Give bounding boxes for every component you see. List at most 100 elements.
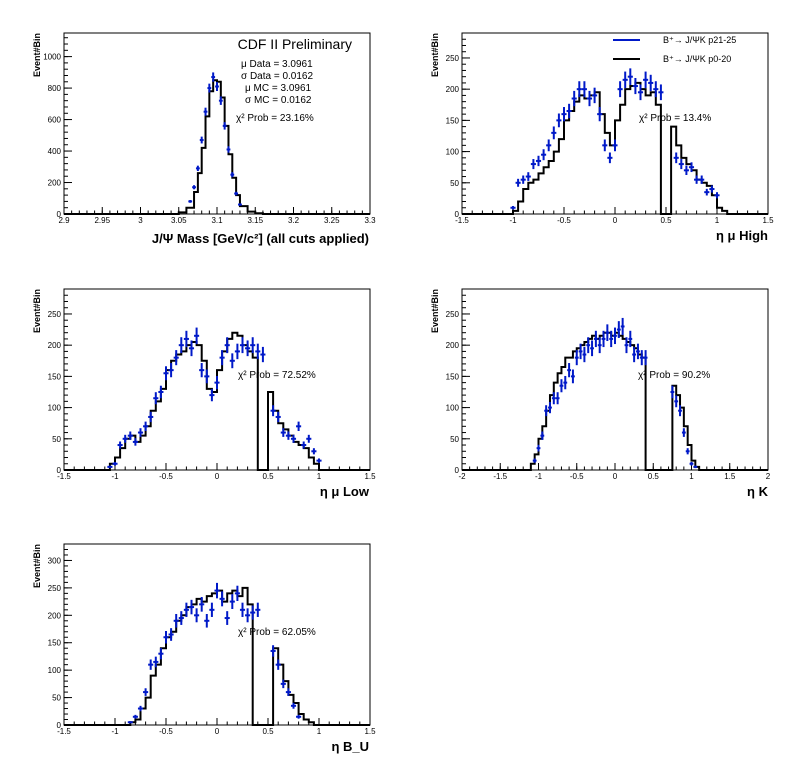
x-tick-label: -1 — [509, 216, 517, 225]
x-tick-label: 1 — [317, 727, 322, 736]
legend-label: B⁺→ J/ΨK p21-25 — [663, 35, 736, 45]
chart-eta-bu: -1.5 -1 -0.5 0 0.5 1 1.5 0 50 100 150 200 250 300 Even… — [32, 543, 376, 754]
x-tick-label: 1 — [689, 472, 694, 481]
x-tick-label: 0.5 — [648, 472, 660, 481]
y-tick-label: 100 — [48, 404, 62, 413]
plot-frame — [63, 32, 371, 215]
y-tick-label: 200 — [446, 85, 460, 94]
y-tick-label: 200 — [48, 179, 62, 188]
annotation-line: χ² Prob = 90.2% — [638, 370, 710, 381]
y-tick-label: 0 — [455, 466, 460, 475]
x-tick-label: -2 — [458, 472, 466, 481]
mc-histogram-line — [462, 81, 768, 215]
x-axis-label: η K — [747, 484, 769, 499]
x-axis-label: J/Ψ Mass [GeV/c²] (all cuts applied) — [152, 231, 369, 246]
y-tick-label: 150 — [48, 372, 62, 381]
y-tick-label: 50 — [52, 435, 61, 444]
y-tick-label: 0 — [57, 721, 62, 730]
x-tick-label: 3.25 — [324, 216, 340, 225]
x-tick-label: 3.1 — [211, 216, 223, 225]
y-axis-label: Event#Bin — [32, 544, 42, 588]
mc-histogram-line — [64, 79, 370, 215]
mc-histogram-line — [462, 331, 768, 471]
annotation-line: χ² Prob = 62.05% — [238, 627, 316, 638]
x-tick-label: 0 — [613, 216, 618, 225]
y-tick-label: 0 — [57, 466, 62, 475]
chart-eta-k: -2 -1.5 -1 -0.5 0 0.5 1 1.5 2 0 50 100 150 200 250 Even… — [430, 288, 771, 499]
mc-histogram-line — [64, 331, 370, 471]
x-tick-label: 1.5 — [724, 472, 736, 481]
x-tick-label: 0.5 — [660, 216, 672, 225]
x-tick-label: 3 — [138, 216, 143, 225]
y-axis-label: Event#Bin — [430, 289, 440, 333]
x-tick-label: 0.5 — [262, 472, 274, 481]
y-tick-label: 50 — [52, 694, 61, 703]
mc-histogram-line — [64, 586, 370, 726]
chart-eta-mu-high: -1.5 -1 -0.5 0 0.5 1 1.5 0 50 100 150 200 250 Event#B… — [430, 32, 774, 243]
plot-frame — [461, 288, 769, 471]
x-axis-label: η μ High — [716, 228, 768, 243]
legend-label: B⁺→ J/ΨK p0-20 — [663, 54, 731, 64]
x-tick-label: 2.95 — [94, 216, 110, 225]
x-axis-label: η μ Low — [320, 484, 370, 499]
annotation-line: σ MC = 0.0162 — [245, 95, 312, 106]
x-tick-label: 1 — [715, 216, 720, 225]
annotation-line: χ² Prob = 13.4% — [639, 113, 711, 124]
x-tick-label: 0.5 — [262, 727, 274, 736]
annotation-line: μ MC = 3.0961 — [245, 83, 312, 94]
y-tick-label: 0 — [57, 210, 62, 219]
x-tick-label: -1.5 — [493, 472, 507, 481]
x-tick-label: 3.3 — [364, 216, 376, 225]
y-tick-label: 200 — [48, 611, 62, 620]
y-tick-label: 50 — [450, 179, 459, 188]
x-tick-label: 0 — [215, 727, 220, 736]
y-tick-label: 400 — [48, 147, 62, 156]
y-axis-label: Event#Bin — [430, 33, 440, 77]
y-tick-label: 1000 — [43, 53, 61, 62]
annotation-line: σ Data = 0.0162 — [241, 71, 313, 82]
x-tick-label: -0.5 — [159, 727, 173, 736]
x-tick-label: -1 — [111, 472, 119, 481]
y-tick-label: 200 — [446, 341, 460, 350]
y-tick-label: 50 — [450, 435, 459, 444]
x-tick-label: 1.5 — [364, 472, 376, 481]
annotation-line: χ² Prob = 23.16% — [236, 113, 314, 124]
x-tick-label: -1.5 — [57, 472, 71, 481]
y-tick-label: 200 — [48, 341, 62, 350]
x-tick-label: -1.5 — [57, 727, 71, 736]
x-tick-label: 1 — [317, 472, 322, 481]
y-tick-label: 0 — [455, 210, 460, 219]
x-tick-label: 0 — [613, 472, 618, 481]
x-tick-label: 1.5 — [762, 216, 774, 225]
y-axis-label: Event#Bin — [32, 289, 42, 333]
y-tick-label: 100 — [48, 666, 62, 675]
x-tick-label: -1 — [535, 472, 543, 481]
x-tick-label: -1 — [111, 727, 119, 736]
x-tick-label: 2.9 — [58, 216, 70, 225]
x-axis-label: η B_U — [331, 739, 369, 754]
x-tick-label: 2 — [766, 472, 771, 481]
x-tick-label: 3.2 — [288, 216, 300, 225]
y-tick-label: 150 — [446, 116, 460, 125]
y-tick-label: 250 — [446, 54, 460, 63]
y-tick-label: 800 — [48, 84, 62, 93]
annotation-title: CDF II Preliminary — [238, 36, 352, 52]
x-tick-label: 0 — [215, 472, 220, 481]
x-tick-label: 3.05 — [171, 216, 187, 225]
x-tick-label: 3.15 — [247, 216, 263, 225]
annotation-line: χ² Prob = 72.52% — [238, 370, 316, 381]
y-tick-label: 250 — [48, 584, 62, 593]
plot-frame — [63, 543, 371, 726]
chart-eta-mu-low: -1.5 -1 -0.5 0 0.5 1 1.5 0 50 100 150 200 250 Event#B… — [32, 288, 376, 499]
y-tick-label: 150 — [48, 639, 62, 648]
x-tick-label: -1.5 — [455, 216, 469, 225]
y-tick-label: 100 — [446, 404, 460, 413]
x-tick-label: -0.5 — [557, 216, 571, 225]
x-tick-label: -0.5 — [570, 472, 584, 481]
y-tick-label: 600 — [48, 116, 62, 125]
y-tick-label: 250 — [446, 310, 460, 319]
y-tick-label: 300 — [48, 556, 62, 565]
y-tick-label: 250 — [48, 310, 62, 319]
chart-mass: 2.9 2.95 3 3.05 3.1 3.15 3.2 3.25 3.3 0 200 400 600 8… — [32, 32, 376, 246]
